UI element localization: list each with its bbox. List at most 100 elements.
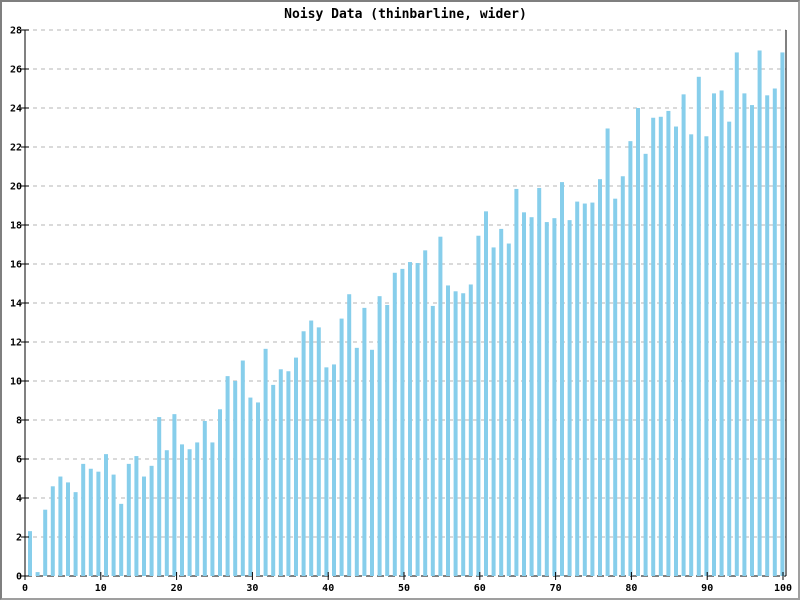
bar	[598, 179, 602, 577]
bar	[43, 509, 48, 576]
bar	[248, 397, 253, 576]
y-tick-label: 20	[10, 182, 22, 193]
bar	[111, 474, 116, 576]
bar	[73, 492, 78, 576]
bar	[468, 284, 473, 576]
bar	[765, 95, 770, 576]
bar	[719, 90, 724, 576]
bar	[278, 369, 283, 576]
bar	[605, 128, 610, 576]
bar	[218, 409, 222, 576]
x-tick-label: 30	[246, 583, 258, 594]
bar	[96, 471, 101, 576]
bar	[240, 360, 245, 576]
x-tick-label: 50	[398, 583, 410, 594]
bar	[430, 305, 435, 576]
x-tick-label: 20	[171, 583, 183, 594]
bar	[301, 331, 306, 576]
y-tick-label: 2	[16, 533, 22, 544]
bar	[689, 134, 694, 576]
y-tick-label: 24	[10, 104, 22, 115]
bar	[734, 52, 739, 577]
x-tick-label: 90	[701, 583, 713, 594]
bar	[476, 235, 481, 576]
bar	[750, 105, 754, 576]
bar	[423, 250, 428, 576]
bar	[324, 367, 329, 576]
bar	[339, 318, 344, 576]
bar	[309, 320, 314, 576]
bar	[567, 220, 572, 576]
x-tick-label: 0	[22, 583, 28, 594]
bar	[582, 203, 587, 577]
bar	[499, 228, 504, 576]
bar	[727, 121, 732, 577]
bar	[28, 531, 32, 576]
bar	[316, 327, 321, 576]
bar	[286, 371, 291, 576]
bar	[210, 442, 215, 576]
bar	[620, 176, 625, 576]
bar	[537, 187, 542, 576]
bar	[704, 136, 709, 576]
y-tick-label: 8	[16, 416, 22, 427]
bar	[66, 482, 70, 576]
bar	[628, 141, 633, 576]
bar	[149, 465, 154, 576]
y-tick-label: 12	[10, 338, 22, 349]
bar	[742, 93, 747, 576]
bar	[681, 94, 686, 576]
bar	[666, 110, 671, 577]
bar	[271, 384, 276, 576]
y-tick-label: 28	[10, 26, 22, 37]
bar	[377, 296, 382, 576]
bar	[544, 222, 549, 576]
bar	[195, 442, 200, 576]
x-tick-label: 10	[95, 583, 107, 594]
bar	[613, 198, 618, 577]
bar	[172, 414, 177, 576]
bar	[506, 243, 511, 576]
bar	[643, 153, 648, 576]
bar	[575, 201, 580, 576]
chart-title: Noisy Data (thinbarline, wider)	[284, 7, 527, 22]
bar	[142, 476, 146, 576]
bar	[658, 116, 663, 577]
bar	[187, 449, 192, 576]
y-tick-label: 0	[16, 572, 22, 583]
bar	[370, 349, 374, 576]
bar	[712, 93, 716, 576]
bar	[126, 463, 131, 576]
y-tick-label: 22	[10, 143, 22, 154]
x-tick-label: 80	[625, 583, 637, 594]
bar	[780, 52, 785, 577]
bar	[484, 211, 488, 576]
bar	[385, 304, 390, 576]
bar	[202, 420, 207, 576]
bar	[58, 476, 63, 576]
x-tick-label: 40	[322, 583, 334, 594]
bar	[81, 463, 86, 576]
y-tick-label: 4	[16, 494, 22, 505]
bar	[35, 572, 40, 576]
bar	[438, 236, 443, 576]
y-tick-label: 26	[10, 65, 22, 76]
bar	[529, 217, 534, 576]
bar	[50, 486, 55, 576]
x-tick-label: 70	[550, 583, 562, 594]
bar	[772, 88, 777, 576]
bar	[119, 503, 124, 576]
bar	[560, 182, 564, 576]
bar	[104, 454, 108, 576]
bar	[696, 76, 701, 577]
bar	[590, 202, 595, 576]
bar	[157, 417, 162, 576]
bar	[491, 247, 496, 577]
bar	[757, 50, 762, 577]
bar	[263, 348, 268, 576]
bar	[332, 364, 336, 576]
bar	[233, 381, 238, 576]
y-tick-label: 6	[16, 455, 22, 466]
bar	[400, 268, 405, 576]
